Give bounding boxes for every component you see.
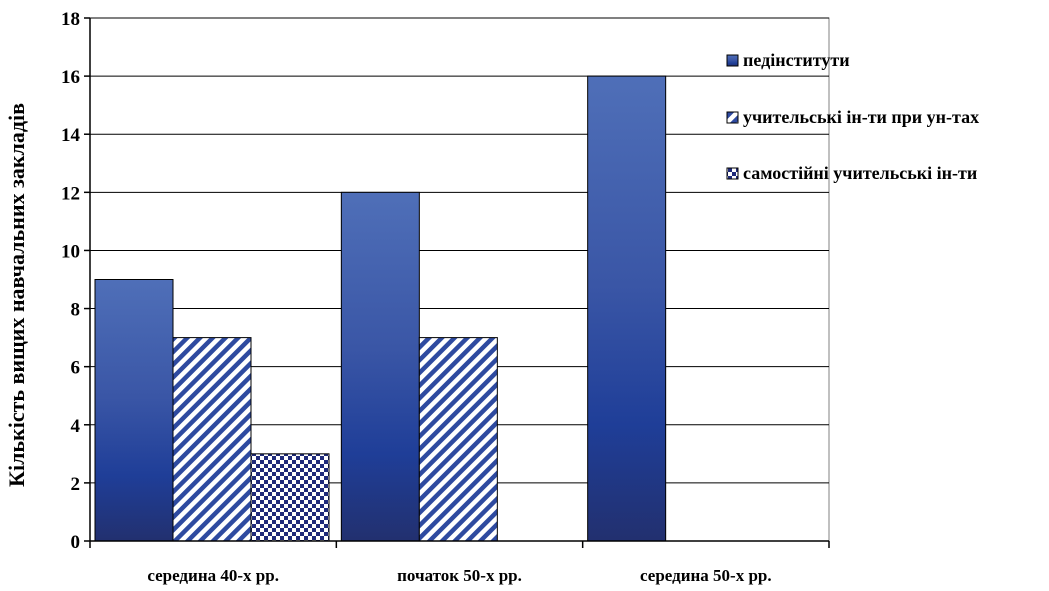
legend-label: самостійні учительські ін-ти — [743, 163, 977, 183]
y-tick-label: 4 — [71, 416, 81, 437]
y-tick-label: 14 — [61, 125, 81, 146]
legend-label: педінститути — [743, 50, 850, 70]
bar — [172, 337, 252, 542]
legend-swatch — [726, 111, 739, 124]
bar — [340, 191, 420, 542]
bar — [250, 453, 330, 542]
y-tick-label: 16 — [61, 67, 80, 88]
x-tick-label: початок 50-х рр. — [397, 566, 522, 585]
y-tick-label: 0 — [71, 532, 81, 553]
bar — [418, 337, 498, 542]
x-tick-label: середина 40-х рр. — [147, 566, 279, 585]
legend-swatch — [726, 54, 739, 67]
y-tick-label: 2 — [71, 474, 81, 495]
legend: педінститути учительські ін-ти при ун-тах… — [726, 50, 979, 183]
y-tick-labels: 0 2 4 6 8 10 12 14 16 18 — [61, 9, 81, 553]
legend-label: учительські ін-ти при ун-тах — [743, 107, 979, 127]
y-tick-label: 18 — [61, 9, 80, 30]
y-tick-label: 12 — [61, 183, 80, 204]
y-tick-label: 10 — [61, 241, 80, 262]
bar — [587, 75, 667, 542]
x-tick-labels: середина 40-х рр. початок 50-х рр. середин… — [147, 566, 771, 585]
y-tick-label: 8 — [71, 300, 81, 321]
legend-swatch — [726, 167, 739, 180]
y-tick-label: 6 — [71, 358, 81, 379]
axes — [84, 17, 830, 548]
bar — [94, 279, 174, 542]
x-tick-label: середина 50-х рр. — [640, 566, 772, 585]
y-axis-label: Кількість вищих навчальних закладів — [4, 103, 29, 487]
bars — [94, 75, 667, 542]
